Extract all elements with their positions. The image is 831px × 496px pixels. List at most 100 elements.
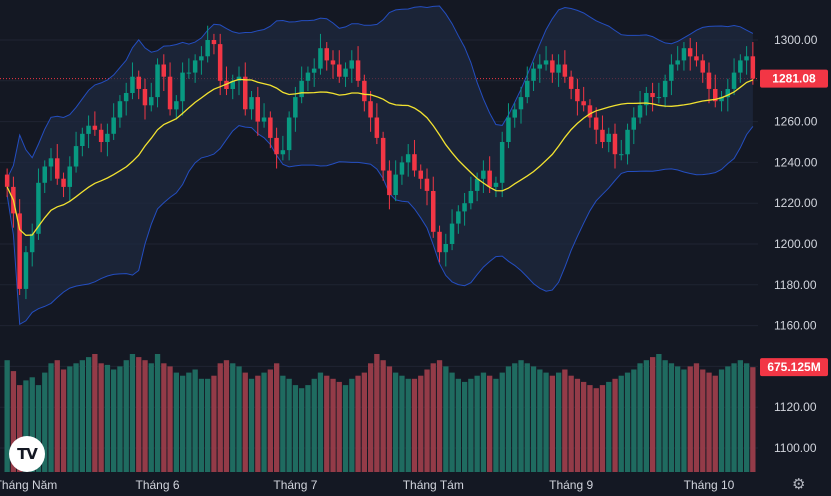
candle-body [662,80,668,98]
volume-bar [317,372,324,472]
candle-body [42,166,47,183]
candle-body [293,97,298,118]
volume-bar [405,378,411,472]
price-candle [687,37,693,71]
candle-body [224,80,229,89]
volume-bar [505,366,512,472]
candle-body [443,244,448,253]
price-candle [268,111,273,149]
candle-body [217,44,223,81]
candle-body [637,105,643,118]
volume-bar [42,372,48,472]
price-candle [462,193,467,226]
volume-bar [223,360,230,472]
tradingview-logo[interactable]: TV [9,436,45,472]
candle-body [405,154,411,163]
price-candle [136,70,141,100]
volume-bar [430,363,436,472]
candle-body [230,80,235,89]
price-candle [349,50,354,83]
candle-body [738,60,743,73]
price-candle [55,144,60,185]
price-candle [123,82,129,116]
price-candle [111,103,116,140]
volume-bar [236,366,242,472]
candle-body [211,40,217,45]
time-axis-label: Tháng 7 [273,478,317,492]
bollinger-upper-line [6,5,754,179]
price-candle [593,107,599,145]
candle-body [493,182,499,187]
price-candle [149,82,154,112]
volume-bar [662,360,668,472]
price-candle [362,74,367,112]
volume-bar [286,378,292,472]
moving-average-line [6,78,754,236]
volume-bar [750,367,756,472]
volume-bar [167,366,173,472]
price-candle [412,139,417,177]
price-candle [556,54,561,87]
volume-bar [468,378,474,472]
price-candle [105,123,110,157]
price-candle [405,144,411,177]
candle-body [55,158,60,179]
volume-bar [731,363,737,472]
candle-body [243,76,248,110]
price-candle [80,127,85,157]
volume-bar [361,372,367,472]
price-candle [631,107,636,145]
candle-body [600,129,605,142]
candle-body [117,101,123,118]
price-candle [662,74,668,108]
price-candle [518,86,524,124]
volume-bar [512,363,518,472]
price-candle [387,160,392,210]
price-candle [650,82,655,112]
volume-bar [186,372,192,472]
price-tick-label: 1120.00 [774,400,817,414]
candle-body [518,97,524,110]
price-candle [713,74,718,108]
candle-body [719,97,724,102]
volume-bar [725,366,731,472]
price-candle [656,82,662,104]
candle-body [537,64,542,69]
price-candle [230,74,235,100]
volume-bar [280,375,286,472]
last-volume-label: 675.125M [767,360,820,374]
candle-body [506,117,511,142]
volume-bar [399,375,405,472]
volume-bar [424,369,430,472]
candle-body [725,89,730,98]
candle-body [713,89,718,102]
volume-bar [643,360,649,472]
price-candle [706,62,712,104]
candle-body [73,146,79,167]
price-candle [186,58,192,79]
price-candle [424,168,430,206]
price-candle [738,54,743,83]
price-candle [192,54,198,83]
volume-bar [198,378,205,472]
price-candle [399,156,405,185]
price-candle [167,62,173,116]
volume-bar [737,360,743,472]
price-candle [155,58,160,108]
candle-body [67,166,72,187]
price-candle [568,70,574,100]
volume-bar [593,388,599,472]
price-candle [180,62,185,116]
candle-body [80,133,85,146]
candle-body [286,117,292,151]
volume-bar [111,369,117,472]
price-candle [86,115,91,149]
volume-bar [706,372,712,472]
candle-body [625,129,630,155]
price-candle [199,46,204,75]
price-candle [73,131,79,173]
gear-icon[interactable]: ⚙ [792,476,806,493]
volume-bar [211,375,217,472]
volume-bar [530,366,537,472]
